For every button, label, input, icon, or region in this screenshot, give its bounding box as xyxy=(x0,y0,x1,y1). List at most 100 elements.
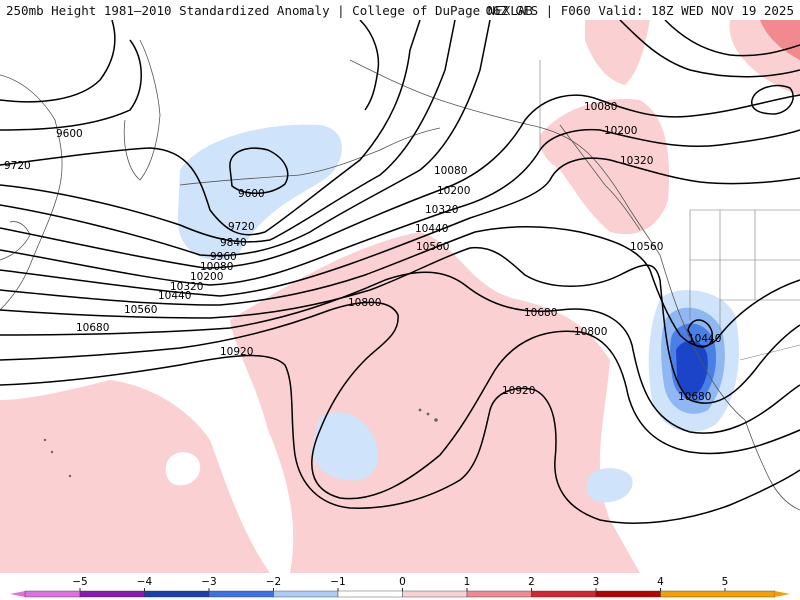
colorbar-tick-label: 2 xyxy=(528,576,535,588)
contour-label: 10320 xyxy=(425,204,458,216)
contour-arctic-loop xyxy=(751,84,794,115)
positive-anomaly-shading xyxy=(0,20,800,573)
negative-anomaly-shading xyxy=(165,124,739,503)
map-header: 250mb Height 1981–2010 Standardized Anom… xyxy=(0,0,800,20)
colorbar-segment xyxy=(531,590,597,598)
contour-10920 xyxy=(0,354,800,524)
contour-label: 10080 xyxy=(200,261,233,273)
contour-label: 10200 xyxy=(437,185,470,197)
contour-label: 9600 xyxy=(56,128,83,140)
micronesia-island xyxy=(50,450,54,454)
colorbar-segment xyxy=(79,590,145,598)
colorbar-tick-label: 3 xyxy=(593,576,600,588)
state-borders xyxy=(689,210,800,330)
contour-label: 10680 xyxy=(678,391,711,403)
anomaly-map: 9600 9600 9720 9720 9840 9960 10080 1008… xyxy=(0,20,800,573)
colorbar-tick-label: 4 xyxy=(657,576,664,588)
colorbar-segment xyxy=(208,590,274,598)
contour-label: 10320 xyxy=(620,155,653,167)
contour-yukon xyxy=(664,20,800,57)
map-title: 250mb Height 1981–2010 Standardized Anom… xyxy=(6,3,533,18)
contour-label: 10800 xyxy=(574,326,607,338)
us-west-coastline xyxy=(659,254,746,421)
contour-north-alaska xyxy=(619,20,800,78)
contour-label: 9720 xyxy=(4,160,31,172)
contour-siberia xyxy=(0,20,116,103)
political-borders xyxy=(539,60,800,361)
islands xyxy=(43,408,438,478)
positive-anomaly-arctic xyxy=(585,20,650,85)
contour-10680 xyxy=(0,271,800,434)
contour-label: 10200 xyxy=(190,271,223,283)
positive-anomaly-alaska xyxy=(539,99,670,235)
contour-label: 10800 xyxy=(348,297,381,309)
micronesia-island xyxy=(43,438,47,442)
contour-10800 xyxy=(0,301,800,500)
contour-label: 10200 xyxy=(604,125,637,137)
colorbar-segments xyxy=(10,590,790,598)
anomaly-shading xyxy=(0,20,800,573)
micronesia-island xyxy=(68,474,72,478)
baja-coastline xyxy=(744,419,800,511)
contour-label: 10440 xyxy=(158,290,191,302)
contour-10440 xyxy=(0,226,800,347)
colorbar-tick-label: −5 xyxy=(72,576,87,588)
colorbar-segment xyxy=(144,590,210,598)
colorbar-segment xyxy=(466,590,532,598)
contour-labels: 9600 9600 9720 9720 9840 9960 10080 1008… xyxy=(4,101,721,403)
white-hole-ocean xyxy=(165,452,201,486)
contour-label: 10560 xyxy=(416,241,449,253)
coastlines xyxy=(0,39,800,511)
contour-10440-loop xyxy=(687,319,713,348)
contour-label: 9840 xyxy=(220,237,247,249)
bc-coastline xyxy=(559,124,641,231)
asia-coastline xyxy=(0,74,63,311)
aleutian-chain xyxy=(179,127,441,186)
contour-9600-loop xyxy=(229,147,289,194)
contour-far-east xyxy=(359,20,380,111)
contour-label: 10320 xyxy=(170,281,203,293)
colorbar-end-left xyxy=(10,591,25,597)
colorbar-tick-labels: −5 −4 −3 −2 −1 0 1 2 3 4 5 xyxy=(72,576,728,591)
colorbar-end-right xyxy=(775,591,790,597)
contour-9600-west xyxy=(0,39,142,131)
contour-label: 10080 xyxy=(434,165,467,177)
contour-label: 10560 xyxy=(124,304,157,316)
colorbar-segment xyxy=(402,590,468,598)
colorbar-segment xyxy=(337,590,403,598)
contour-label: 10680 xyxy=(524,307,557,319)
contour-10320 xyxy=(0,157,800,297)
contour-label: 10680 xyxy=(76,322,109,334)
contour-label: 10440 xyxy=(688,333,721,345)
contour-label: 10920 xyxy=(502,385,535,397)
contour-label: 9600 xyxy=(238,188,265,200)
kamchatka-coastline xyxy=(123,39,161,181)
contour-10080 xyxy=(0,94,800,269)
colorbar-tick-label: −1 xyxy=(330,576,345,588)
model-run-info: 06Z GFS | F060 Valid: 18Z WED NOV 19 202… xyxy=(485,3,794,18)
positive-anomaly-west-pacific xyxy=(0,380,270,573)
contour-label: 9720 xyxy=(228,221,255,233)
colorbar-tick-label: −3 xyxy=(201,576,216,588)
negative-anomaly-central-pacific xyxy=(312,412,379,481)
colorbar-tick-label: 1 xyxy=(464,576,471,588)
contour-label: 10440 xyxy=(415,223,448,235)
anomaly-colorbar: −5 −4 −3 −2 −1 0 1 2 3 4 5 xyxy=(10,576,790,598)
colorbar-segment xyxy=(273,590,339,598)
negative-anomaly-east-pacific xyxy=(586,468,633,503)
hawaii-island xyxy=(418,408,422,412)
negative-anomaly-bering xyxy=(177,124,342,261)
colorbar-segment xyxy=(24,590,81,598)
japan-coastline xyxy=(0,221,31,261)
contour-label: 10920 xyxy=(220,346,253,358)
contour-10560 xyxy=(0,246,800,404)
colorbar-segment xyxy=(595,590,661,598)
contour-10200 xyxy=(0,128,800,286)
positive-anomaly-pacific xyxy=(230,232,640,573)
contour-9840 xyxy=(0,20,456,243)
contour-label: 9960 xyxy=(210,251,237,263)
contour-label: 10080 xyxy=(584,101,617,113)
contour-9720 xyxy=(0,20,421,236)
contour-9960 xyxy=(0,20,491,257)
contour-label: 10560 xyxy=(630,241,663,253)
